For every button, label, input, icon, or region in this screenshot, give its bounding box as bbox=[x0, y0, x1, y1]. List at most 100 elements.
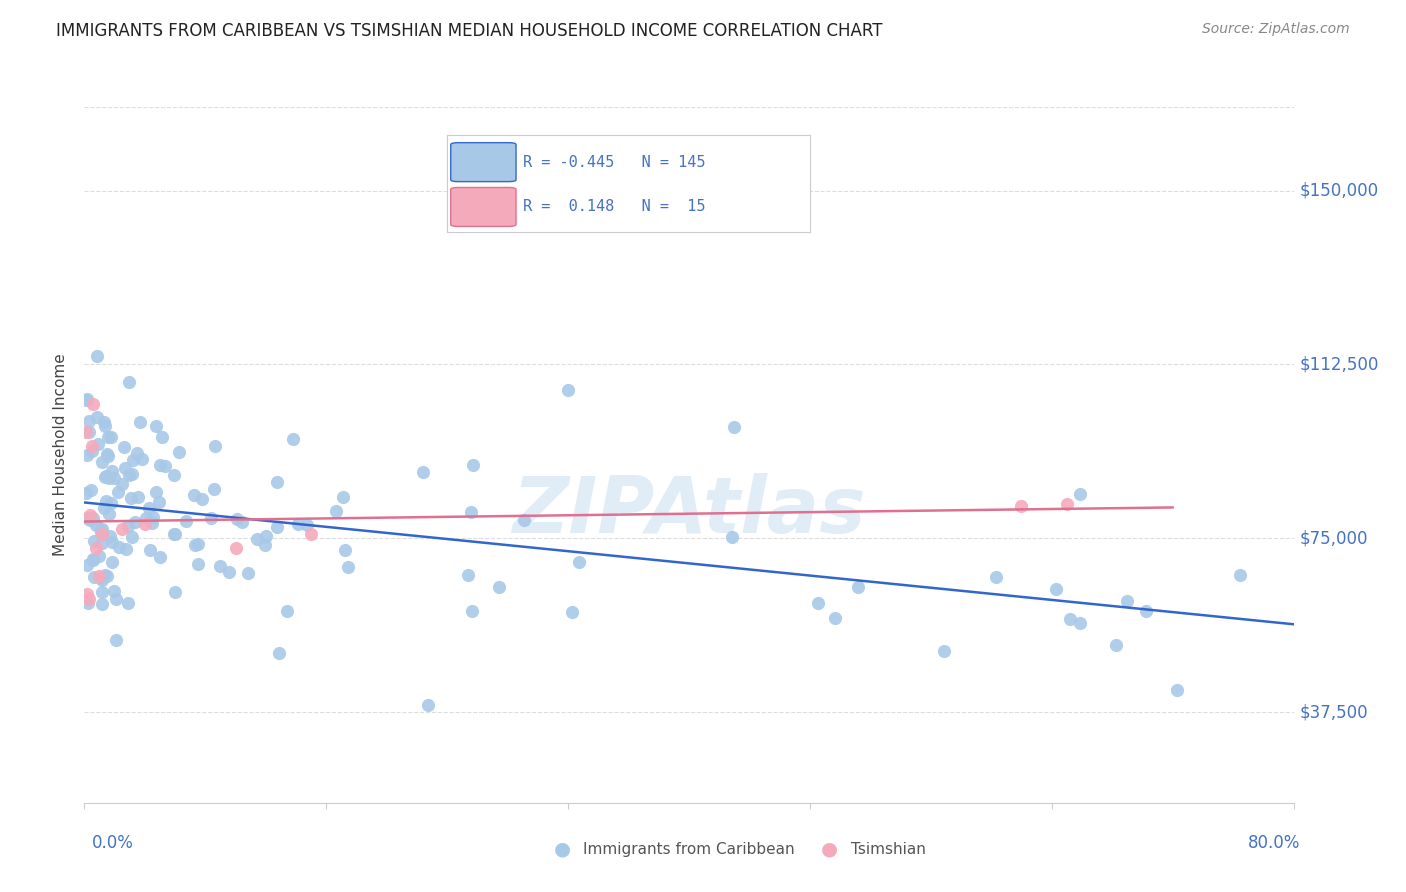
Point bbox=[142, 510, 165, 524]
Point bbox=[723, 420, 745, 434]
Point bbox=[80, 483, 103, 497]
Point bbox=[80, 444, 103, 458]
Point bbox=[295, 518, 318, 533]
Point bbox=[457, 568, 479, 582]
Point bbox=[145, 485, 167, 500]
Text: Tsimshian: Tsimshian bbox=[851, 842, 925, 856]
Point bbox=[1056, 497, 1078, 511]
Text: $37,500: $37,500 bbox=[1299, 704, 1368, 722]
Point bbox=[83, 534, 105, 549]
Point bbox=[226, 512, 249, 526]
Point bbox=[183, 487, 205, 501]
Point bbox=[125, 446, 148, 460]
Point bbox=[513, 513, 536, 527]
Point bbox=[91, 597, 114, 611]
Point bbox=[276, 604, 298, 618]
Point bbox=[90, 525, 112, 540]
Point bbox=[269, 646, 291, 660]
Point bbox=[187, 537, 209, 551]
Point bbox=[412, 465, 434, 479]
Text: $112,500: $112,500 bbox=[1299, 356, 1379, 374]
Point bbox=[287, 516, 309, 531]
Point bbox=[934, 644, 956, 658]
Point bbox=[1135, 604, 1157, 618]
Point bbox=[93, 500, 115, 515]
Point bbox=[86, 409, 108, 424]
Point bbox=[82, 397, 104, 411]
Point bbox=[76, 587, 98, 601]
Point bbox=[141, 516, 163, 530]
Point bbox=[120, 491, 142, 505]
Point bbox=[1105, 638, 1128, 652]
Point bbox=[87, 549, 110, 564]
Point bbox=[460, 505, 482, 519]
Point bbox=[75, 425, 97, 439]
Point bbox=[135, 511, 157, 525]
Point bbox=[86, 541, 108, 555]
Point bbox=[103, 583, 125, 598]
Point bbox=[100, 496, 122, 510]
Point bbox=[105, 591, 128, 606]
Point bbox=[253, 538, 276, 552]
Point bbox=[83, 570, 105, 584]
Point bbox=[139, 543, 162, 558]
Point bbox=[134, 517, 156, 532]
Point bbox=[118, 468, 141, 483]
Point bbox=[108, 540, 131, 554]
Point bbox=[90, 573, 112, 587]
Point bbox=[97, 470, 120, 484]
Point bbox=[121, 530, 143, 544]
Point bbox=[94, 419, 117, 434]
Point bbox=[984, 569, 1007, 583]
Point bbox=[77, 425, 100, 439]
Point bbox=[79, 414, 101, 428]
Point bbox=[152, 430, 174, 444]
Point bbox=[97, 449, 120, 463]
FancyBboxPatch shape bbox=[451, 187, 516, 227]
Point bbox=[90, 536, 112, 550]
Point bbox=[163, 526, 186, 541]
Point bbox=[112, 440, 135, 454]
Point bbox=[236, 566, 259, 581]
Point bbox=[77, 595, 100, 609]
Point bbox=[76, 511, 98, 525]
Point bbox=[111, 522, 134, 536]
Point bbox=[200, 510, 222, 524]
Point bbox=[225, 541, 247, 555]
Point bbox=[90, 585, 112, 599]
Point bbox=[86, 349, 108, 363]
Point bbox=[163, 467, 186, 482]
Point bbox=[103, 471, 125, 485]
Point bbox=[93, 568, 115, 582]
Point bbox=[100, 430, 122, 444]
Point bbox=[488, 580, 510, 594]
Point bbox=[93, 415, 115, 429]
Point bbox=[107, 485, 129, 500]
Point bbox=[121, 467, 143, 481]
Point bbox=[96, 447, 118, 461]
Text: Source: ZipAtlas.com: Source: ZipAtlas.com bbox=[1202, 22, 1350, 37]
Point bbox=[89, 568, 111, 582]
Point bbox=[186, 558, 208, 572]
Point bbox=[418, 698, 440, 713]
Point bbox=[97, 430, 120, 444]
Point bbox=[76, 448, 98, 462]
Point bbox=[87, 437, 110, 451]
Point bbox=[148, 549, 170, 564]
Point bbox=[281, 432, 304, 446]
FancyBboxPatch shape bbox=[451, 143, 516, 182]
Point bbox=[101, 534, 124, 549]
Text: R = -0.445   N = 145: R = -0.445 N = 145 bbox=[523, 154, 706, 169]
Point bbox=[94, 470, 117, 484]
Point bbox=[204, 439, 226, 453]
Point bbox=[325, 504, 347, 518]
Point bbox=[163, 526, 186, 541]
Point bbox=[191, 491, 214, 506]
Point bbox=[246, 533, 269, 547]
Point bbox=[332, 490, 354, 504]
Point bbox=[299, 526, 322, 541]
Point bbox=[174, 515, 197, 529]
Point bbox=[101, 465, 124, 479]
Point bbox=[117, 596, 139, 610]
Point bbox=[97, 507, 120, 521]
